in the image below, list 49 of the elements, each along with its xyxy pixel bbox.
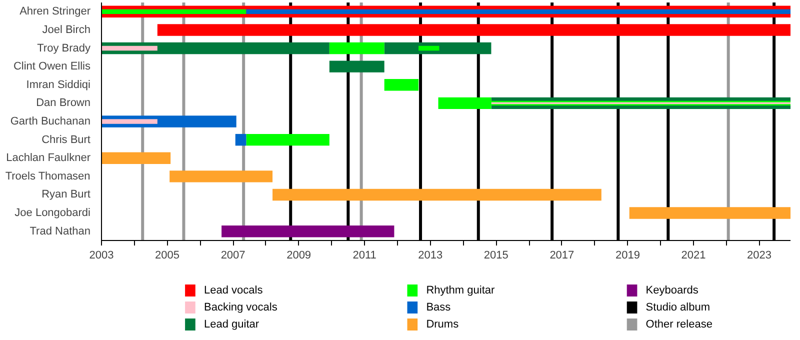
x-tick-label: 2005 <box>155 250 180 262</box>
bar <box>384 79 419 91</box>
bar <box>629 207 790 219</box>
x-tick-label: 2019 <box>615 250 640 262</box>
x-tick-label: 2011 <box>352 250 376 262</box>
bar <box>418 46 440 51</box>
x-tick-label: 2013 <box>418 250 443 262</box>
bar <box>157 24 790 36</box>
legend-label: Lead guitar <box>204 318 260 330</box>
bar <box>384 42 492 54</box>
legend-label: Lead vocals <box>204 284 264 296</box>
y-tick-label: Ryan Burt <box>42 188 91 201</box>
bar <box>102 9 246 14</box>
bar <box>246 134 330 146</box>
bar <box>102 152 171 164</box>
y-tick-label: Ahren Stringer <box>20 6 91 18</box>
y-tick-label: Imran Siddiqi <box>26 78 91 91</box>
bar <box>170 170 273 182</box>
y-tick-label: Trad Nathan <box>30 225 91 238</box>
y-tick-label: Joe Longobardi <box>14 207 91 220</box>
x-tick-label: 2021 <box>681 250 706 262</box>
legend-label: Drums <box>426 318 460 330</box>
bar <box>102 119 158 124</box>
x-tick-label: 2003 <box>89 250 114 262</box>
bar <box>102 46 158 51</box>
y-tick-label: Clint Owen Ellis <box>13 60 91 73</box>
legend-label: Bass <box>426 302 452 314</box>
legend-label: Other release <box>646 318 712 330</box>
bar <box>222 225 394 238</box>
legend-label: Rhythm guitar <box>426 284 495 296</box>
y-tick-label: Joel Birch <box>42 24 90 36</box>
x-tick-label: 2009 <box>286 250 312 262</box>
x-tick-label: 2017 <box>550 250 574 262</box>
x-tick-label: 2007 <box>220 250 246 262</box>
bar <box>272 188 602 201</box>
y-tick-label: Troy Brady <box>37 42 91 54</box>
legend-label: Backing vocals <box>204 302 278 314</box>
bar <box>329 42 384 54</box>
y-tick-label: Chris Burt <box>42 134 91 146</box>
bar <box>235 134 246 146</box>
y-tick-label: Lachlan Faulkner <box>6 152 91 164</box>
bar <box>329 60 384 72</box>
legend-label: Studio album <box>646 302 710 314</box>
y-tick-label: Dan Brown <box>36 97 91 110</box>
y-tick-label: Garth Buchanan <box>10 116 91 128</box>
x-tick-label: 2023 <box>747 250 772 262</box>
legend-label: Keyboards <box>646 284 699 296</box>
x-tick-label: 2015 <box>484 250 508 262</box>
y-tick-label: Troels Thomasen <box>5 170 90 182</box>
